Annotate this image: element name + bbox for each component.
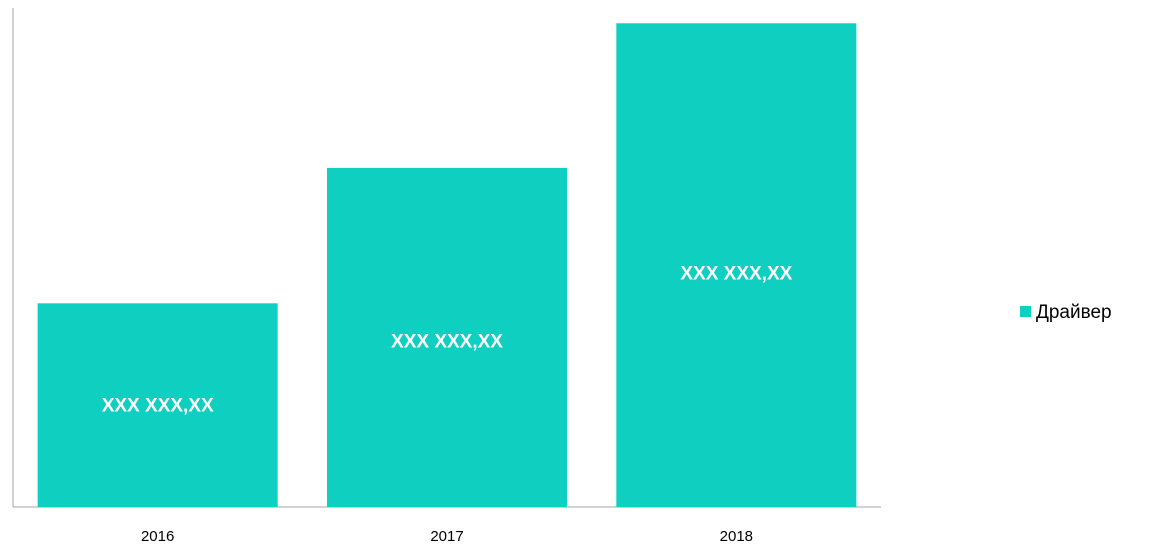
data-label-2017: XXX XXX,XX: [391, 332, 503, 353]
data-label-2018: XXX XXX,XX: [680, 264, 792, 285]
x-tick-labels-group: 2016 2017 2018: [141, 528, 753, 545]
legend-label: Драйвер: [1036, 302, 1112, 323]
x-tick-label-2016: 2016: [141, 528, 174, 545]
x-tick-label-2017: 2017: [430, 528, 463, 545]
legend-swatch: [1020, 306, 1031, 317]
data-label-2016: XXX XXX,XX: [102, 395, 214, 416]
legend: Драйвер: [1020, 302, 1112, 323]
x-tick-label-2018: 2018: [720, 528, 753, 545]
